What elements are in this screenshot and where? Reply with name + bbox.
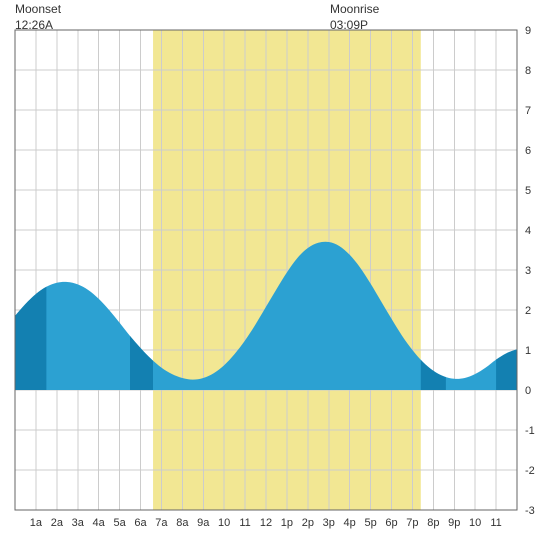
tide-chart: -3-2-101234567891a2a3a4a5a6a7a8a9a101112… (0, 0, 550, 550)
y-tick-label: -3 (525, 505, 535, 517)
moonset-block: Moonset 12:26A (15, 2, 61, 33)
x-tick-label: 9a (197, 517, 210, 529)
x-tick-label: 5a (113, 517, 126, 529)
y-tick-label: 0 (525, 385, 531, 397)
y-tick-label: -2 (525, 465, 535, 477)
x-tick-label: 1a (30, 517, 43, 529)
x-tick-label: 12 (260, 517, 272, 529)
x-tick-label: 9p (448, 517, 460, 529)
x-tick-label: 8p (427, 517, 439, 529)
y-tick-label: 5 (525, 185, 531, 197)
x-tick-label: 6a (134, 517, 147, 529)
y-tick-label: 6 (525, 145, 531, 157)
x-tick-label: 1p (281, 517, 293, 529)
x-tick-label: 10 (469, 517, 481, 529)
x-tick-label: 3p (323, 517, 335, 529)
y-tick-label: 1 (525, 345, 531, 357)
moonrise-block: Moonrise 03:09P (330, 2, 379, 33)
x-tick-label: 2p (302, 517, 314, 529)
y-tick-label: 7 (525, 105, 531, 117)
y-tick-label: 9 (525, 25, 531, 37)
y-tick-label: 4 (525, 225, 531, 237)
x-tick-label: 4p (344, 517, 356, 529)
moonset-time: 12:26A (15, 18, 61, 34)
x-tick-label: 8a (176, 517, 189, 529)
x-tick-label: 7a (155, 517, 168, 529)
x-tick-label: 5p (364, 517, 376, 529)
y-tick-label: 3 (525, 265, 531, 277)
x-tick-label: 7p (406, 517, 418, 529)
moonrise-label: Moonrise (330, 2, 379, 18)
x-tick-label: 11 (490, 517, 501, 529)
moonset-label: Moonset (15, 2, 61, 18)
x-tick-label: 4a (93, 517, 106, 529)
x-tick-label: 11 (239, 517, 250, 529)
y-tick-label: 8 (525, 65, 531, 77)
moonrise-time: 03:09P (330, 18, 379, 34)
y-tick-label: 2 (525, 305, 531, 317)
y-tick-label: -1 (525, 425, 535, 437)
x-tick-label: 10 (218, 517, 230, 529)
x-tick-label: 2a (51, 517, 64, 529)
x-tick-label: 3a (72, 517, 85, 529)
x-tick-label: 6p (385, 517, 397, 529)
